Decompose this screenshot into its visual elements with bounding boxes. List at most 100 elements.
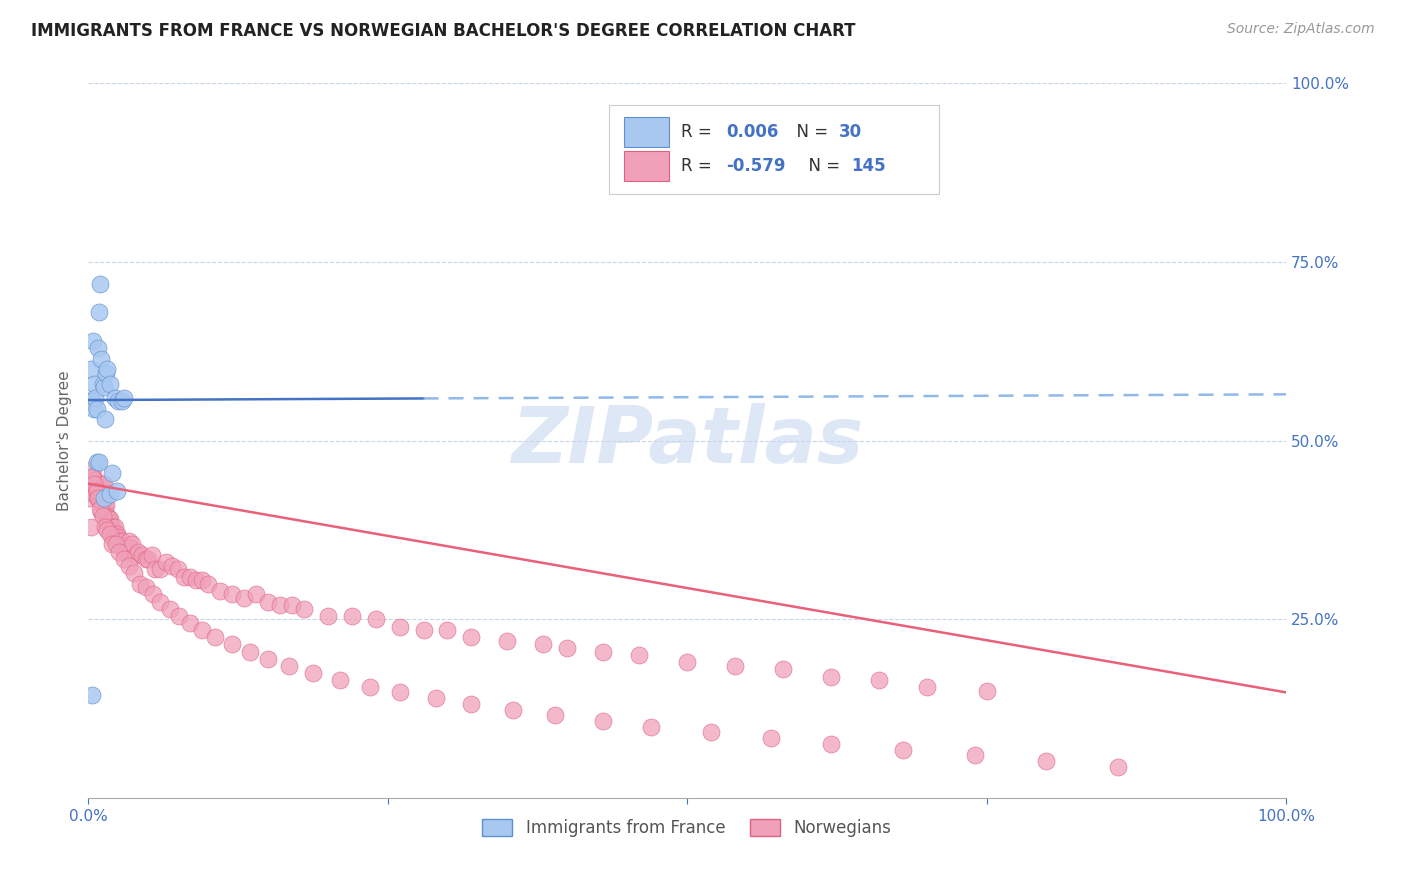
Point [412,623,434,637]
Point [118,533,141,548]
Point [197,576,219,591]
Point [425,691,447,706]
Point [136,551,159,566]
Point [135,551,157,566]
Point [108,544,131,558]
Point [90,505,112,519]
Point [221,638,243,652]
Point [110,533,132,548]
Point [107,530,129,544]
Point [915,681,938,695]
Point [107,533,129,548]
Point [104,530,127,544]
Point [125,548,148,562]
Point [103,519,125,533]
Text: 0.006: 0.006 [727,123,779,141]
Point [87,491,110,505]
Point [891,742,914,756]
Text: -0.579: -0.579 [727,157,786,176]
Point [976,684,998,698]
Point [184,573,207,587]
Point [107,394,129,409]
Point [89,476,111,491]
Point [112,551,135,566]
Point [84,391,107,405]
Point [86,480,108,494]
Point [87,480,110,494]
Point [115,544,138,558]
Point [1107,760,1129,774]
Point [93,491,115,505]
Point [93,380,115,394]
Point [94,412,117,426]
Point [640,720,662,734]
Point [93,476,115,491]
Point [101,537,124,551]
Point [111,394,134,409]
Point [364,612,387,626]
FancyBboxPatch shape [609,105,939,194]
Point [239,645,262,659]
Point [149,562,172,576]
Point [149,594,172,608]
Point [436,623,458,637]
Legend: Immigrants from France, Norwegians: Immigrants from France, Norwegians [475,812,898,844]
Point [592,645,614,659]
Point [104,537,127,551]
Point [128,576,150,591]
Point [80,469,103,483]
Point [628,648,651,663]
Point [112,391,135,405]
Point [91,476,114,491]
Point [101,466,124,480]
Point [100,519,122,533]
Point [191,623,214,637]
Point [544,708,567,723]
Point [676,656,699,670]
Point [86,455,108,469]
Point [160,558,183,573]
Point [80,483,103,498]
Point [868,673,890,688]
Point [97,512,120,526]
Text: R =: R = [681,123,717,141]
Point [79,394,101,409]
Text: Source: ZipAtlas.com: Source: ZipAtlas.com [1227,22,1375,37]
Point [555,641,578,656]
Point [278,659,301,673]
Point [83,376,105,391]
Point [179,615,201,630]
Point [460,697,482,711]
Point [83,476,105,491]
Point [820,737,842,751]
Point [531,638,554,652]
Point [118,558,141,573]
Point [221,587,243,601]
Point [105,526,128,541]
Point [83,476,105,491]
Point [120,541,142,555]
Point [191,573,214,587]
Point [87,491,110,505]
Point [90,491,112,505]
Point [159,601,181,615]
Point [86,483,108,498]
Point [388,685,411,699]
Point [94,508,117,523]
Point [772,663,794,677]
Point [86,480,108,494]
Point [245,587,267,601]
Point [1035,754,1057,768]
Text: 145: 145 [851,157,886,176]
Point [91,376,114,391]
Point [700,725,723,739]
Point [101,530,124,544]
Point [127,544,149,558]
Point [496,634,519,648]
Point [87,455,110,469]
Point [90,351,112,366]
Point [96,516,118,530]
Text: N =: N = [786,123,834,141]
Point [87,487,110,501]
Point [87,305,110,319]
